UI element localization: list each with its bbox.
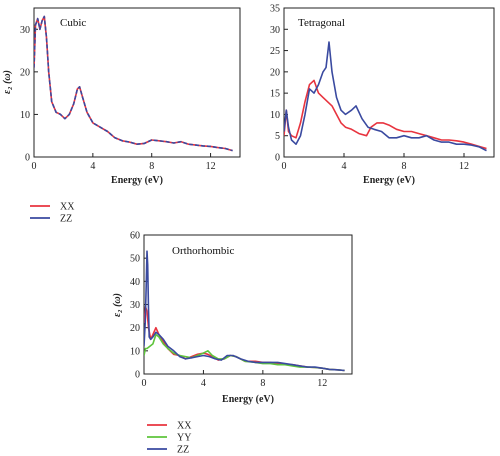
x-tick-label: 8 [402,161,407,172]
series-line-zz [34,15,233,152]
legend-label-zz: ZZ [177,445,189,456]
series-line-xx [284,79,487,150]
x-axis-label: Energy (eV) [111,175,163,186]
panel-title: Orthorhombic [172,245,234,257]
y-tick-label: 30 [20,25,30,36]
x-tick-label: 8 [260,378,265,389]
legend-label-xx: XX [60,202,75,213]
x-axis-label: Energy (eV) [222,394,274,405]
panel-title: Tetragonal [298,17,345,29]
y-tick-label: 0 [275,153,280,164]
x-tick-label: 0 [282,161,287,172]
x-axis-label: Energy (eV) [363,175,415,186]
x-tick-label: 8 [149,161,154,172]
y-tick-label: 50 [130,254,140,265]
panel-orthorhombic: 0 4 8 12 0 10 20 30 40 50 60 Orthorhombic Energy (eV… [112,231,353,456]
series-line-zz [144,250,345,372]
y-tick-label: 40 [130,277,140,288]
x-tick-label: 12 [317,378,327,389]
series-line-xx [34,15,233,152]
legend-label-xx: XX [177,421,192,432]
y-tick-label: 60 [130,231,140,242]
y-axis-label: ε₂ (ω) [2,70,13,94]
y-tick-label: 30 [130,300,140,311]
y-tick-label: 20 [20,67,30,78]
plot-frame [33,7,241,158]
y-tick-label: 20 [130,323,140,334]
y-tick-label: 30 [270,25,280,36]
y-tick-label: 0 [25,153,30,164]
y-tick-label: 5 [275,131,280,142]
y-tick-label: 15 [270,89,280,100]
y-tick-label: 35 [270,4,280,15]
y-tick-label: 25 [270,46,280,57]
y-tick-label: 10 [270,110,280,121]
y-tick-label: 0 [135,370,140,381]
series-line-zz [284,41,487,152]
series-line-yy [144,333,345,372]
y-tick-label: 10 [20,110,30,121]
x-tick-label: 4 [90,161,95,172]
plot-frame [283,7,495,158]
legend-label-zz: ZZ [60,214,72,225]
x-tick-label: 12 [459,161,469,172]
x-tick-label: 12 [206,161,216,172]
panel-title: Cubic [60,17,86,29]
legend-label-yy: YY [177,433,191,444]
y-axis-label: ε₂ (ω) [112,293,123,317]
y-tick-label: 10 [130,346,140,357]
y-tick-label: 20 [270,67,280,78]
x-tick-label: 0 [142,378,147,389]
x-tick-label: 4 [342,161,347,172]
x-tick-label: 4 [201,378,206,389]
panel-tetragonal: 0 4 8 12 0 5 10 15 20 25 30 35 Tetragonal Energy (eV) [270,4,495,186]
x-tick-label: 0 [32,161,37,172]
